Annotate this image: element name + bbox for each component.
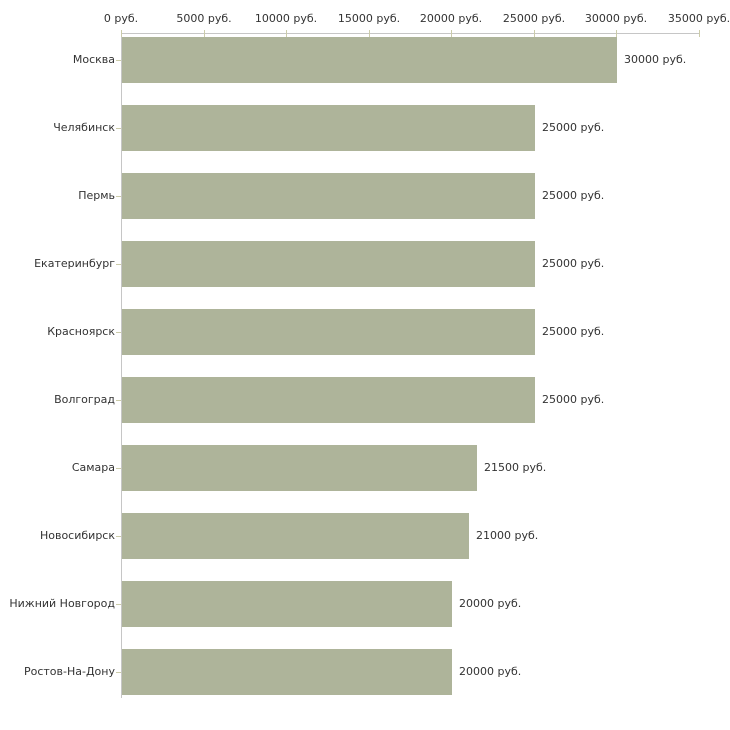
category-label: Волгоград [54,393,115,406]
x-tick [534,30,535,37]
x-tick [204,30,205,37]
bar [122,173,535,219]
category-label: Новосибирск [39,529,115,542]
x-tick-label: 25000 руб. [502,12,566,25]
y-axis-line [121,33,122,698]
category-tick [116,196,121,197]
bar-value-label: 25000 руб. [542,257,605,270]
category-tick [116,332,121,333]
x-tick-label: 20000 руб. [419,12,483,25]
category-tick [116,60,121,61]
bar [122,581,452,627]
x-tick-label: 35000 руб. [667,12,730,25]
category-tick [116,468,121,469]
category-tick [116,536,121,537]
bar [122,445,477,491]
category-label: Нижний Новгород [9,597,115,610]
x-tick [616,30,617,37]
bar-value-label: 21500 руб. [484,461,547,474]
category-tick [116,672,121,673]
bar-value-label: 20000 руб. [459,665,522,678]
bar [122,309,535,355]
bar [122,649,452,695]
category-label: Пермь [78,189,115,202]
category-tick [116,604,121,605]
x-tick [451,30,452,37]
bar [122,241,535,287]
category-label: Красноярск [47,325,115,338]
x-tick-label: 10000 руб. [254,12,318,25]
bar-value-label: 25000 руб. [542,325,605,338]
category-tick [116,400,121,401]
bar-value-label: 25000 руб. [542,393,605,406]
category-tick [116,264,121,265]
bar [122,513,469,559]
x-tick [286,30,287,37]
category-label: Самара [71,461,115,474]
x-tick [369,30,370,37]
x-tick-label: 30000 руб. [584,12,648,25]
bar-value-label: 20000 руб. [459,597,522,610]
category-tick [116,128,121,129]
bar [122,105,535,151]
bar [122,37,617,83]
category-label: Екатеринбург [34,257,115,270]
x-tick-label: 5000 руб. [176,12,232,25]
x-axis-line [121,33,700,34]
bar-value-label: 25000 руб. [542,121,605,134]
bar-value-label: 21000 руб. [476,529,539,542]
category-label: Москва [72,53,115,66]
x-tick [699,30,700,37]
bar-value-label: 30000 руб. [624,53,687,66]
bar [122,377,535,423]
bar-value-label: 25000 руб. [542,189,605,202]
category-label: Челябинск [53,121,115,134]
x-tick-label: 0 руб. [103,12,139,25]
category-label: Ростов-На-Дону [23,665,115,678]
x-tick-label: 15000 руб. [337,12,401,25]
x-tick [121,30,122,37]
